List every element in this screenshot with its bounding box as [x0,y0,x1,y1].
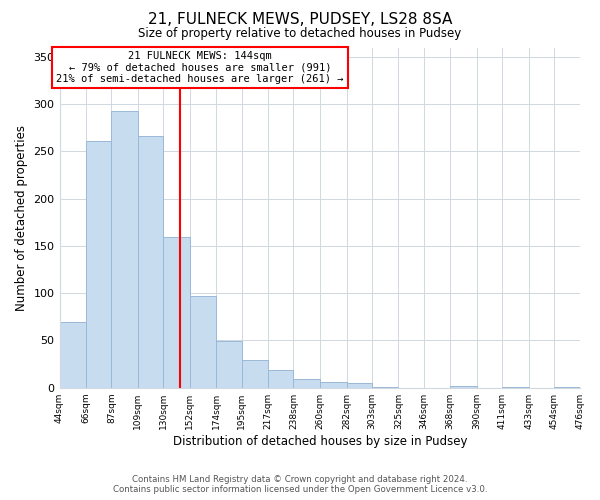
Bar [86,141,112,388]
Bar [268,370,293,388]
Text: 21, FULNECK MEWS, PUDSEY, LS28 8SA: 21, FULNECK MEWS, PUDSEY, LS28 8SA [148,12,452,28]
Bar [112,111,138,388]
Bar [347,383,372,388]
Text: Contains HM Land Registry data © Crown copyright and database right 2024.
Contai: Contains HM Land Registry data © Crown c… [113,474,487,494]
Bar [554,387,580,388]
Bar [502,387,529,388]
Bar [372,387,398,388]
Bar [59,322,86,388]
Bar [138,136,163,388]
Bar [163,236,190,388]
Bar [450,386,477,388]
Y-axis label: Number of detached properties: Number of detached properties [15,124,28,310]
Bar [320,382,347,388]
Bar [242,360,268,388]
Bar [293,379,320,388]
X-axis label: Distribution of detached houses by size in Pudsey: Distribution of detached houses by size … [173,434,467,448]
Bar [217,342,242,388]
Bar [190,296,217,388]
Text: Size of property relative to detached houses in Pudsey: Size of property relative to detached ho… [139,28,461,40]
Text: 21 FULNECK MEWS: 144sqm
← 79% of detached houses are smaller (991)
21% of semi-d: 21 FULNECK MEWS: 144sqm ← 79% of detache… [56,51,344,84]
